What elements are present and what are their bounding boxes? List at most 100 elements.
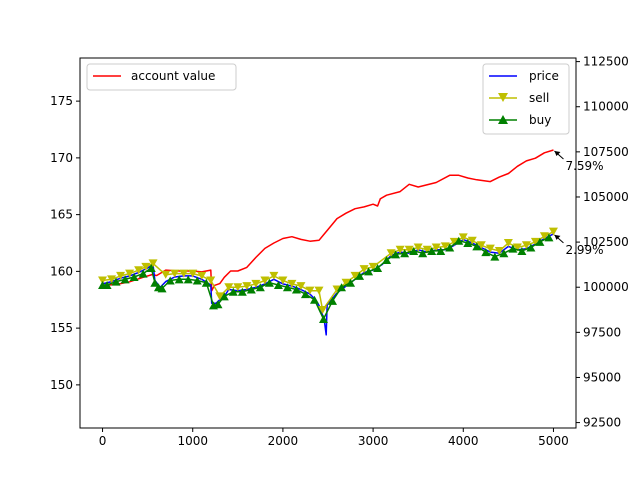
buy-marker bbox=[201, 278, 211, 287]
x-tick-label: 3000 bbox=[358, 434, 389, 448]
sell-marker bbox=[269, 271, 279, 280]
buy-marker bbox=[463, 239, 473, 247]
sell-marker bbox=[188, 269, 198, 278]
legend-account-value-label: account value bbox=[131, 69, 215, 83]
buy-marker bbox=[499, 249, 509, 258]
buy-marker bbox=[436, 246, 446, 255]
sell-marker bbox=[521, 241, 531, 250]
sell-marker bbox=[107, 275, 117, 284]
buy-marker bbox=[508, 244, 518, 253]
sell-marker bbox=[116, 271, 126, 280]
right-y-tick-label: 100000 bbox=[583, 280, 629, 294]
sell-marker bbox=[548, 227, 558, 236]
sell-marker bbox=[251, 279, 261, 288]
sell-marker bbox=[170, 269, 180, 278]
series-layer bbox=[98, 149, 558, 336]
buy-marker bbox=[120, 275, 130, 284]
sell-marker bbox=[98, 276, 108, 285]
left-y-tick-label: 150 bbox=[50, 378, 73, 392]
buy-marker bbox=[237, 287, 247, 296]
x-tick-label: 5000 bbox=[538, 434, 569, 448]
buy-marker bbox=[192, 276, 202, 285]
buy-marker bbox=[328, 296, 338, 305]
annotation-label: 7.59% bbox=[565, 159, 603, 173]
buy-marker bbox=[445, 243, 455, 252]
sell-marker bbox=[413, 243, 423, 252]
x-tick-label: 2000 bbox=[268, 434, 299, 448]
annotations: 7.59% 2.99% bbox=[554, 150, 604, 257]
x-tick-label: 4000 bbox=[448, 434, 479, 448]
right-y-tick-label: 97500 bbox=[583, 325, 621, 339]
right-y-tick-label: 110000 bbox=[583, 100, 629, 114]
buy-marker bbox=[481, 248, 491, 257]
sell-marker bbox=[386, 249, 396, 258]
sell-marker bbox=[449, 237, 459, 246]
sell-marker bbox=[296, 282, 306, 291]
sell-marker bbox=[341, 278, 351, 287]
buy-marker bbox=[535, 237, 545, 246]
left-y-axis: 150 155 160 165 170 175 bbox=[50, 94, 80, 392]
sell-marker bbox=[224, 283, 234, 292]
sell-marker bbox=[134, 266, 144, 275]
legend-buy-marker-icon bbox=[498, 115, 508, 124]
buy-marker bbox=[400, 249, 410, 258]
buy-marker bbox=[544, 233, 554, 242]
buy-marker bbox=[255, 283, 265, 292]
sell-marker bbox=[440, 242, 450, 251]
sell-marker bbox=[148, 259, 158, 268]
right-y-tick-label: 92500 bbox=[583, 416, 621, 430]
sell-marker bbox=[179, 269, 189, 278]
buy-marker bbox=[427, 246, 437, 255]
left-y-tick-label: 175 bbox=[50, 94, 73, 108]
legend-left-box bbox=[86, 63, 237, 91]
sell-marker bbox=[278, 276, 288, 285]
right-y-axis: 92500 95000 97500 100000 102500 105000 107500 1… bbox=[576, 55, 629, 430]
buy-marker bbox=[264, 278, 274, 287]
buy-marker bbox=[174, 275, 184, 284]
buy-marker bbox=[517, 246, 527, 255]
buy-marker bbox=[409, 246, 419, 255]
sell-marker bbox=[503, 239, 513, 247]
annotation-arrowhead bbox=[554, 234, 561, 240]
legend-sell-label: sell bbox=[529, 91, 549, 105]
buy-marker bbox=[373, 263, 383, 272]
right-y-tick-label: 105000 bbox=[583, 190, 629, 204]
buy-marker bbox=[418, 249, 428, 258]
sell-marker bbox=[206, 276, 216, 285]
sell-marker bbox=[467, 236, 477, 245]
buy-marker bbox=[228, 287, 238, 296]
buy-marker bbox=[150, 278, 160, 287]
buy-marker bbox=[157, 284, 167, 293]
buy-marker bbox=[472, 242, 482, 251]
sell-marker bbox=[431, 243, 441, 252]
buy-marker bbox=[300, 290, 310, 299]
legend-left: account value bbox=[86, 63, 237, 91]
sell-marker bbox=[318, 305, 328, 314]
x-tick-label: 1000 bbox=[177, 434, 208, 448]
buy-marker bbox=[165, 276, 175, 285]
sell-marker bbox=[404, 245, 414, 254]
left-y-tick-label: 165 bbox=[50, 208, 73, 222]
sell-marker bbox=[125, 269, 135, 278]
sell-marker bbox=[161, 270, 171, 279]
sell-marker bbox=[494, 246, 504, 255]
sell-marker bbox=[530, 237, 540, 246]
buy-marker bbox=[454, 236, 464, 245]
sell-marker bbox=[141, 262, 151, 271]
buy-marker bbox=[102, 280, 112, 289]
buy-marker bbox=[490, 252, 500, 261]
sell-marker bbox=[260, 276, 270, 285]
buy-marker bbox=[291, 285, 301, 294]
sell-marker bbox=[458, 233, 468, 242]
sell-marker bbox=[305, 286, 315, 295]
buy-marker bbox=[346, 278, 356, 287]
sell-marker bbox=[476, 241, 486, 250]
buy-marker bbox=[111, 277, 121, 286]
legend-right: price sell buy bbox=[482, 63, 570, 135]
legend-right-box bbox=[482, 63, 570, 135]
buy-marker bbox=[282, 283, 292, 292]
sell-marker bbox=[422, 245, 432, 254]
buy-marker bbox=[129, 273, 139, 282]
sell-marker bbox=[368, 262, 378, 271]
